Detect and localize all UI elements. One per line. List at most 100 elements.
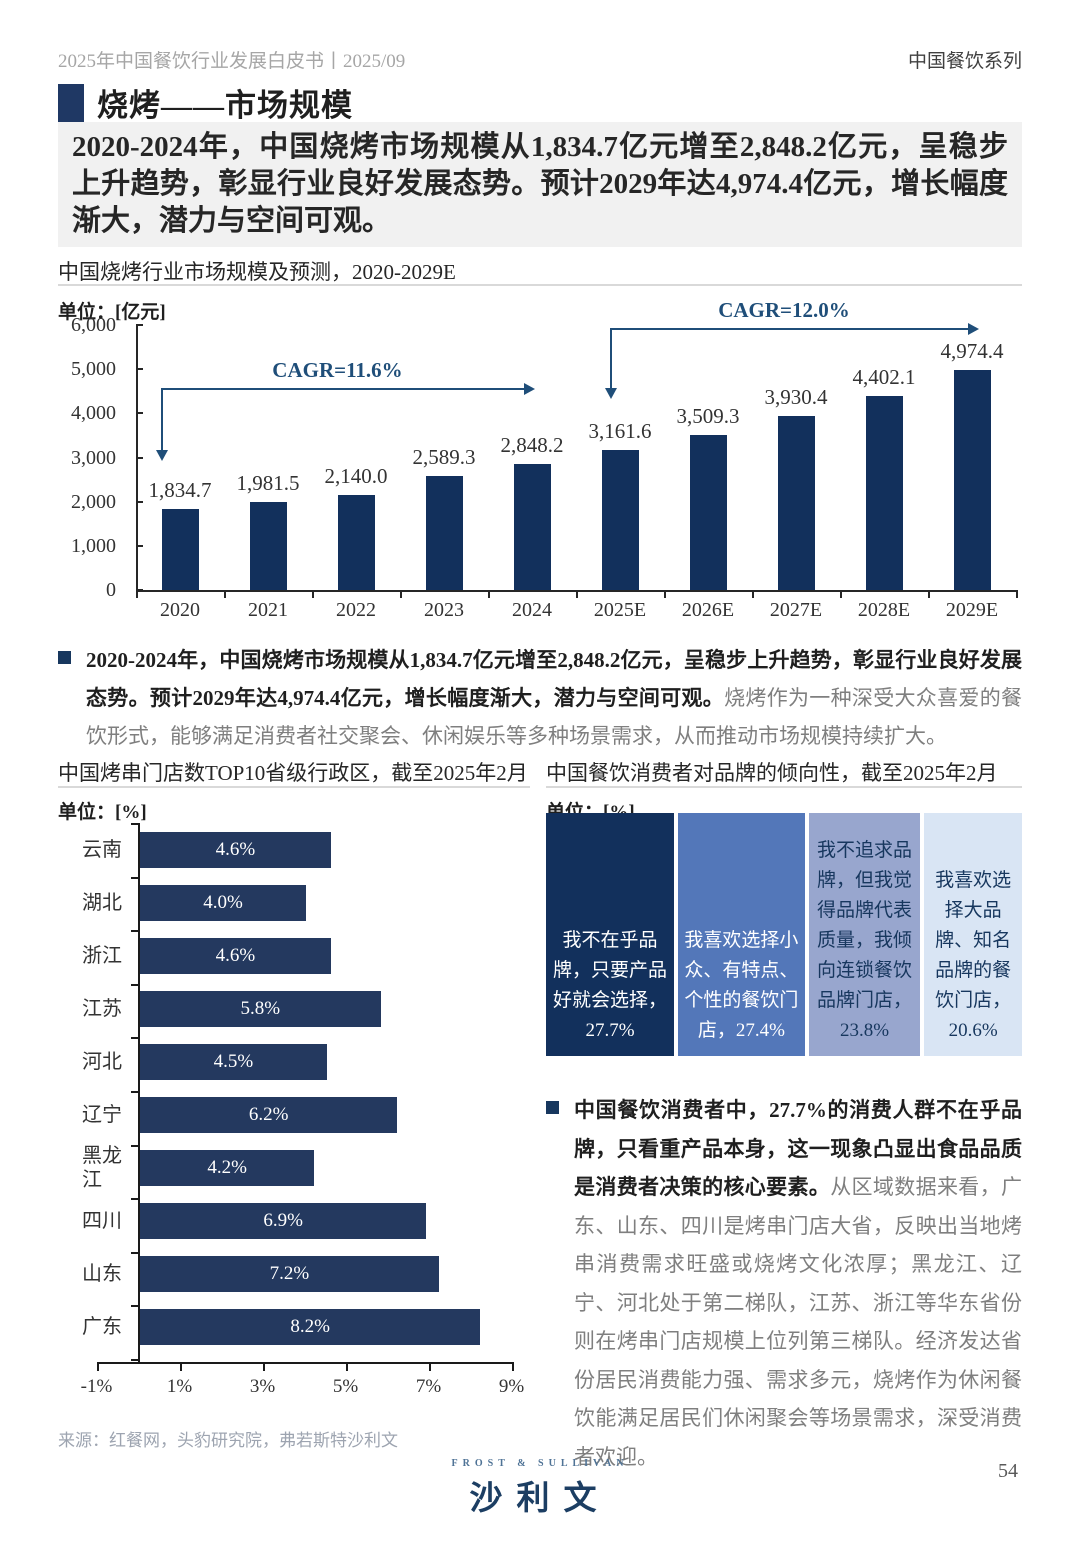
bar-value-label: 2,140.0 (324, 464, 388, 489)
bar-2020 (161, 508, 199, 590)
x-axis-category-label: 2023 (424, 599, 464, 621)
bar-value-label: 4.2% (207, 1157, 247, 1178)
category-axis-tick (131, 1198, 138, 1201)
bar-value-label: 4,974.4 (940, 339, 1004, 364)
header-right-text: 中国餐饮系列 (907, 51, 1022, 72)
bar-value-label: 2,848.2 (500, 433, 564, 458)
provinces-chart-unit-label: 单位：[%] (58, 802, 147, 823)
brand-preference-block-chart: 我不在乎品牌，只要产品好就会选择，27.7% 我喜欢选择小众、有特点、个性的餐饮门… (546, 813, 1022, 1056)
divider-rule (58, 786, 530, 788)
cagr-annotation-label: CAGR=12.0% (718, 298, 850, 322)
category-axis-tick (131, 1359, 138, 1361)
y-axis-tick (136, 456, 143, 459)
bar-value-label: 4.0% (203, 892, 243, 913)
category-label: 湖北 (82, 892, 122, 914)
market-commentary-gray: 烧烤作为一种深受大众喜爱的餐饮形式，能够满足消费者社交聚会、休闲娱乐等多种场景需… (86, 686, 1023, 748)
x-axis-tick (400, 592, 402, 598)
category-label: 广东 (82, 1316, 122, 1338)
y-axis-tick-label: 0 (106, 579, 116, 601)
logo-cjk-text: 沙利文 (469, 1481, 611, 1517)
x-axis-category-label: 2022 (336, 599, 376, 621)
y-axis-tick (136, 324, 143, 326)
y-axis-tick (136, 368, 143, 371)
bar-value-label: 4.6% (215, 839, 256, 860)
brand-preference-segment: 我喜欢选择大品牌、知名品牌的餐饮门店，20.6% (924, 813, 1022, 1056)
provinces-chart-title: 中国烤串门店数TOP10省级行政区，截至2025年2月 (58, 761, 528, 785)
bar-2029E (953, 370, 991, 590)
category-label: 浙江 (82, 945, 122, 967)
market-commentary-bold: 2020-2024年，中国烧烤市场规模从1,834.7亿元增至2,848.2亿元… (86, 648, 1022, 710)
category-label: 江苏 (82, 998, 122, 1020)
x-axis-tick-label: 7% (415, 1376, 442, 1397)
x-axis-line (96, 1362, 514, 1364)
bar-value-label: 4.6% (215, 945, 256, 966)
cagr-arrow-vertical-line (610, 328, 612, 388)
x-axis-category-label: 2024 (512, 599, 552, 621)
page-title: 烧烤——市场规模 (97, 88, 353, 123)
bullet-square-icon (58, 651, 71, 664)
x-axis-tick (1016, 592, 1018, 598)
x-axis-tick (179, 1364, 182, 1371)
x-axis-tick (224, 592, 226, 598)
bar-四川 (140, 1203, 427, 1239)
y-axis-tick-label: 1,000 (71, 534, 116, 557)
category-axis-tick (131, 930, 138, 933)
top10-provinces-bar-chart: 4.6% 云南 4.0% 湖北 4.6% 浙江 5.8% 江苏 4.5% 河北 6.2% 辽宁 4.2%… (58, 820, 530, 1420)
category-axis-tick (131, 823, 138, 825)
x-axis-category-label: 2025E (593, 599, 647, 621)
x-axis-tick (576, 592, 578, 598)
bar-浙江 (140, 938, 331, 974)
category-label: 云南 (82, 839, 122, 861)
x-axis-tick-label: 3% (249, 1376, 276, 1397)
cagr-arrow-right-head (968, 323, 979, 335)
bar-value-label: 3,161.6 (588, 419, 652, 444)
y-axis-tick-label: 3,000 (71, 446, 116, 469)
bar-云南 (140, 832, 331, 868)
bar-2026E (689, 435, 727, 590)
divider-rule (546, 786, 1022, 788)
category-axis-tick (131, 1037, 138, 1040)
bar-value-label: 6.9% (263, 1210, 303, 1231)
bar-山东 (140, 1256, 439, 1292)
page-header: 2025年中国餐饮行业发展白皮书丨2025/09 中国餐饮系列 (58, 46, 1022, 73)
y-axis-tick (136, 500, 143, 503)
divider-rule (58, 284, 1022, 286)
x-axis-category-label: 2028E (857, 599, 911, 621)
cagr-arrow-down-head (156, 450, 168, 461)
category-label: 黑龙江 (82, 1145, 122, 1191)
bar-value-label: 3,509.3 (676, 404, 740, 428)
category-axis-tick (131, 876, 138, 879)
title-row: 烧烤——市场规模 (58, 80, 353, 125)
brand-preference-segment: 我不在乎品牌，只要产品好就会选择，27.7% (546, 813, 675, 1056)
cagr-arrow-horizontal-line (610, 328, 970, 330)
header-left-text: 2025年中国餐饮行业发展白皮书丨2025/09 (58, 51, 406, 72)
consumer-commentary: 中国餐饮消费者中，27.7%的消费人群不在乎品牌，只看重产品本身，这一现象凸显出… (546, 1091, 1022, 1476)
y-axis-line (136, 325, 138, 592)
page-number: 54 (998, 1460, 1018, 1482)
category-axis-tick (131, 1144, 138, 1147)
y-axis-tick (136, 544, 143, 547)
bar-value-label: 4.5% (213, 1051, 254, 1072)
bar-2021 (249, 502, 287, 590)
category-label: 四川 (82, 1210, 122, 1232)
bar-辽宁 (140, 1097, 398, 1133)
bullet-square-icon (546, 1101, 559, 1114)
x-axis-line (136, 590, 1018, 592)
bar-value-label: 3,930.4 (764, 385, 828, 410)
bar-value-label: 1,981.5 (236, 471, 300, 496)
x-axis-tick (664, 592, 666, 598)
x-axis-tick-label: -1% (80, 1376, 113, 1397)
bar-value-label: 5.8% (240, 998, 281, 1019)
brand-preference-segment: 我喜欢选择小众、有特点、个性的餐饮门店，27.4% (678, 813, 805, 1056)
title-accent-square (58, 83, 84, 122)
bar-江苏 (140, 991, 381, 1027)
category-axis-tick (131, 1305, 138, 1308)
x-axis-category-label: 2029E (945, 599, 999, 621)
bar-value-label: 7.2% (269, 1263, 310, 1284)
cagr-arrow-down-head (605, 388, 617, 399)
cagr-arrow-right-head (524, 383, 535, 395)
market-chart-unit-label: 单位：[亿元] (58, 302, 166, 323)
consumer-commentary-bold: 中国餐饮消费者中，27.7%的消费人群不在乎品牌，只看重产品本身，这一现象凸显出… (574, 1098, 1022, 1199)
frost-sullivan-logo: FROST & SULLIVAN 沙利文 (0, 1458, 1080, 1519)
